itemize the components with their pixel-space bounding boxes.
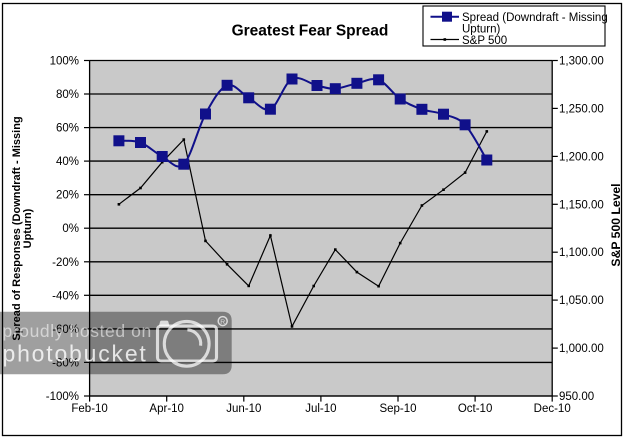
svg-text:1,250.00: 1,250.00: [559, 103, 604, 115]
svg-text:40%: 40%: [56, 156, 79, 168]
svg-text:Spread of Responses (Downdraft: Spread of Responses (Downdraft - Missing: [11, 116, 23, 340]
svg-text:Spread (Downdraft - Missing: Spread (Downdraft - Missing: [462, 12, 608, 24]
svg-text:Oct-10: Oct-10: [458, 403, 493, 415]
svg-text:Apr-10: Apr-10: [149, 403, 184, 415]
svg-text:20%: 20%: [56, 190, 79, 202]
svg-text:80%: 80%: [56, 89, 79, 101]
svg-text:Greatest Fear Spread: Greatest Fear Spread: [232, 23, 389, 40]
svg-text:-80%: -80%: [52, 357, 79, 369]
svg-text:Upturn): Upturn): [462, 24, 501, 36]
svg-text:-100%: -100%: [46, 391, 79, 403]
svg-text:100%: 100%: [50, 56, 79, 68]
svg-text:Upturn): Upturn): [22, 208, 34, 248]
svg-text:950.00: 950.00: [559, 391, 594, 403]
svg-text:1,100.00: 1,100.00: [559, 247, 604, 259]
svg-text:Feb-10: Feb-10: [71, 403, 107, 415]
svg-text:S&P 500 Level: S&P 500 Level: [609, 183, 623, 266]
svg-text:1,050.00: 1,050.00: [559, 295, 604, 307]
svg-text:Sep-10: Sep-10: [379, 403, 416, 415]
svg-text:Jun-10: Jun-10: [226, 403, 261, 415]
svg-text:1,300.00: 1,300.00: [559, 56, 604, 68]
svg-text:S&P 500: S&P 500: [462, 35, 507, 47]
svg-text:1,150.00: 1,150.00: [559, 199, 604, 211]
svg-text:R: R: [220, 319, 225, 326]
svg-text:Dec-10: Dec-10: [534, 403, 571, 415]
svg-text:-60%: -60%: [52, 324, 79, 336]
svg-text:60%: 60%: [56, 123, 79, 135]
svg-text:-20%: -20%: [52, 257, 79, 269]
svg-text:1,200.00: 1,200.00: [559, 151, 604, 163]
svg-text:-40%: -40%: [52, 290, 79, 302]
svg-text:Jul-10: Jul-10: [305, 403, 336, 415]
svg-text:0%: 0%: [62, 223, 79, 235]
svg-text:proudly hosted on: proudly hosted on: [3, 321, 152, 341]
svg-text:photobucket: photobucket: [3, 341, 148, 367]
svg-text:1,000.00: 1,000.00: [559, 343, 604, 355]
